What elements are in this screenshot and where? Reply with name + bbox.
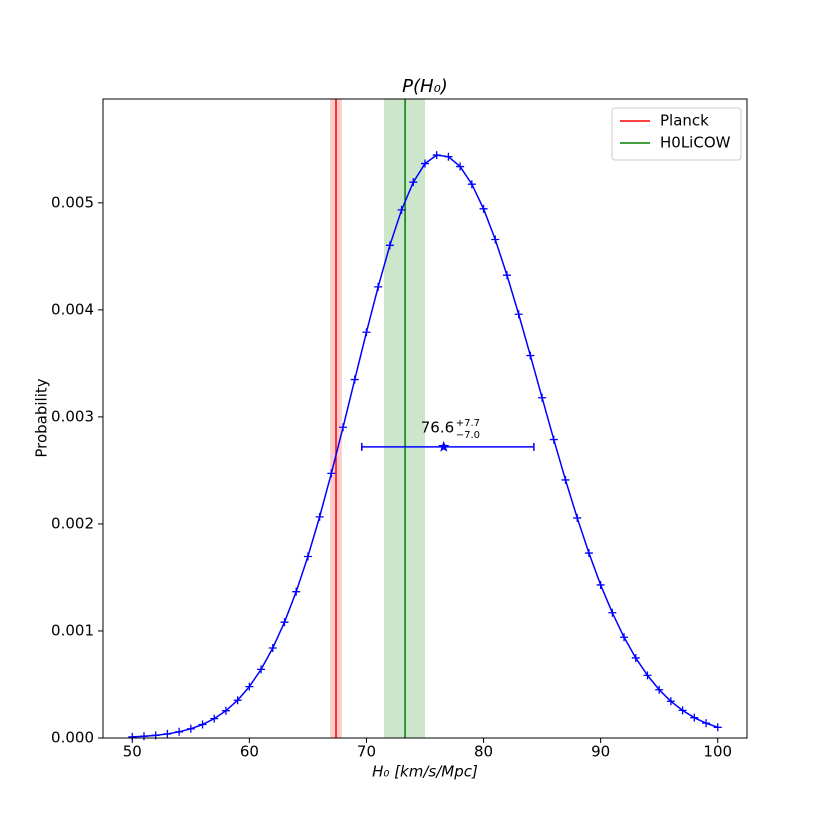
data-point <box>631 653 640 662</box>
data-point <box>374 282 383 291</box>
data-point <box>467 180 476 189</box>
annotation: 76.6 <box>421 418 454 436</box>
data-point <box>573 513 582 522</box>
data-point <box>257 665 266 674</box>
data-point <box>385 241 394 250</box>
data-point <box>444 152 453 161</box>
x-tick-label: 60 <box>240 743 259 761</box>
data-point <box>128 732 137 741</box>
x-tick-label: 50 <box>123 743 142 761</box>
legend: Planck H0LiCOW <box>611 107 742 161</box>
data-point <box>362 328 371 337</box>
data-point <box>421 159 429 168</box>
data-point <box>280 618 289 627</box>
y-tick-label: 0.004 <box>51 300 94 318</box>
data-point <box>538 393 547 402</box>
data-point <box>608 608 617 617</box>
data-point <box>327 469 336 478</box>
y-axis-label: Probability <box>33 378 51 457</box>
data-point <box>175 727 184 736</box>
data-point <box>233 696 242 705</box>
y-tick-label: 0.001 <box>51 621 94 639</box>
x-axis-label: H₀ [km/s/Mpc] <box>372 763 478 781</box>
annotation-lower: −7.0 <box>456 430 480 441</box>
data-point <box>210 714 219 723</box>
chart-title: P(H₀) <box>402 76 448 97</box>
data-point <box>198 720 207 729</box>
data-point <box>163 729 172 738</box>
data-point <box>502 271 511 280</box>
data-point <box>315 512 324 521</box>
data-point <box>561 475 570 484</box>
data-point <box>514 310 523 319</box>
x-tick-label: 90 <box>591 743 610 761</box>
data-point <box>221 706 230 715</box>
data-point <box>690 713 699 722</box>
data-point <box>584 549 593 558</box>
data-point <box>292 587 301 596</box>
data-point <box>268 643 277 652</box>
data-point <box>620 633 629 642</box>
y-tick-label: 0.000 <box>51 729 94 747</box>
data-point <box>713 723 722 732</box>
data-point <box>245 682 254 691</box>
data-point <box>596 580 605 589</box>
data-point <box>350 375 359 384</box>
y-tick-label: 0.002 <box>51 514 94 532</box>
data-point <box>549 435 558 444</box>
data-point <box>409 178 418 187</box>
annotation-upper: +7.7 <box>456 418 480 429</box>
data-point <box>339 423 348 432</box>
data-point <box>702 719 711 728</box>
data-point <box>432 151 441 160</box>
data-point <box>479 204 488 213</box>
x-tick-label: 70 <box>357 743 376 761</box>
data-point <box>655 685 664 694</box>
legend-label: H0LiCOW <box>660 134 731 152</box>
y-tick-label: 0.005 <box>51 193 94 211</box>
legend-label: Planck <box>660 112 709 130</box>
data-point <box>491 235 500 244</box>
data-point <box>666 697 675 706</box>
data-point <box>678 706 687 715</box>
data-point <box>526 351 535 360</box>
data-point <box>643 671 652 680</box>
data-point <box>186 724 195 733</box>
data-point <box>303 552 312 561</box>
data-point <box>397 205 406 214</box>
data-point <box>456 162 465 171</box>
y-tick-label: 0.003 <box>51 407 94 425</box>
data-point <box>139 732 148 741</box>
plot-frame <box>102 98 748 739</box>
x-tick-label: 80 <box>474 743 493 761</box>
error-bar <box>361 442 535 451</box>
estimate-marker <box>438 440 450 452</box>
x-tick-label: 100 <box>703 743 732 761</box>
